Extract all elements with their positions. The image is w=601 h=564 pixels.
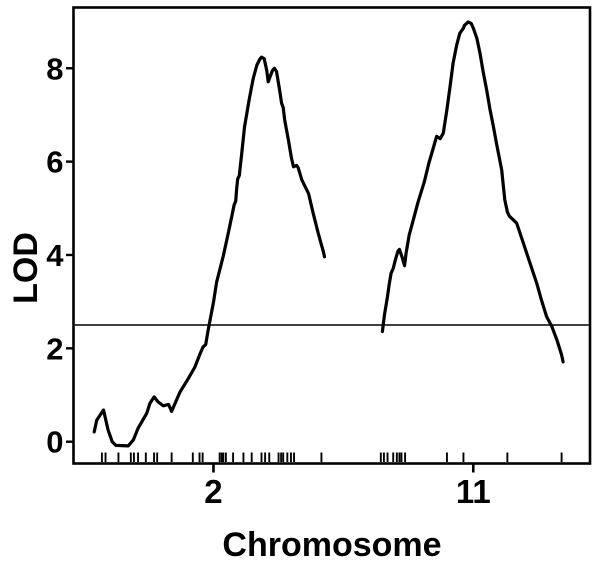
- marker-rug-chr2: [100, 452, 323, 462]
- y-tick-label: 0: [46, 425, 63, 460]
- lod-curve-chr11: [380, 20, 565, 364]
- x-axis-title: Chromosome: [222, 526, 441, 564]
- lod-curve-chr2: [92, 55, 327, 448]
- y-axis-tick-labels: 0 2 4 6 8: [46, 51, 64, 459]
- y-tick-label: 6: [46, 145, 63, 180]
- y-axis-ticks: [66, 67, 74, 443]
- y-tick-label: 2: [46, 331, 63, 366]
- x-tick-label: 11: [456, 473, 491, 510]
- x-axis-tick-labels: 2 11: [204, 473, 490, 510]
- x-tick-label: 2: [204, 473, 222, 510]
- x-axis-ticks: [212, 463, 475, 473]
- plot-border: [72, 6, 592, 465]
- y-tick-label: 4: [46, 238, 64, 273]
- y-tick-label: 8: [46, 51, 63, 86]
- y-axis-title: LOD: [7, 232, 45, 304]
- marker-rug-chr11: [379, 452, 563, 462]
